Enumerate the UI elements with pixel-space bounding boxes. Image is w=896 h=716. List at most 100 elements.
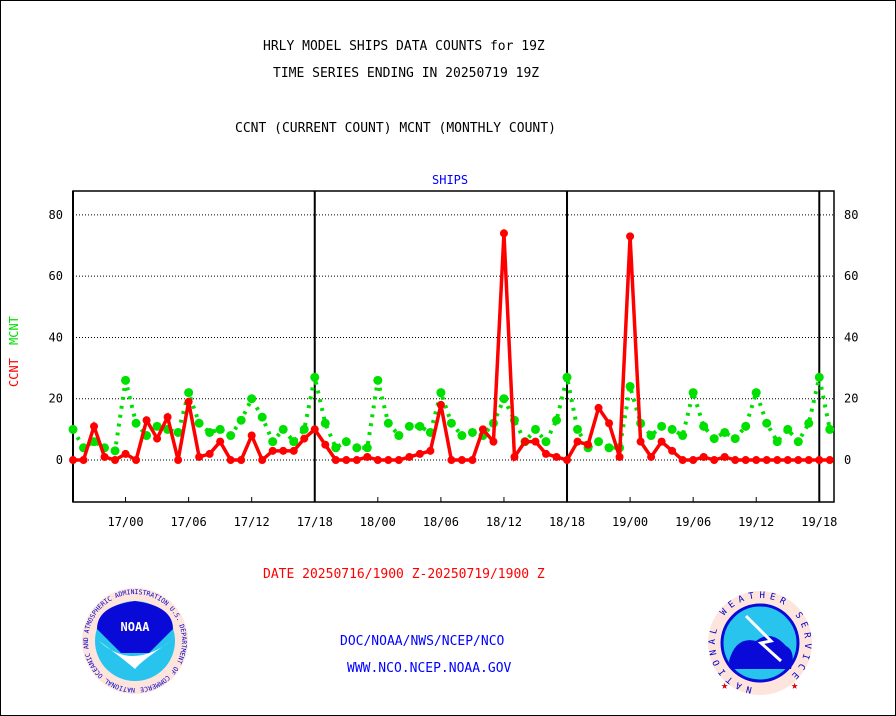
point-mcnt (667, 424, 677, 434)
point-mcnt (741, 421, 751, 431)
point-ccnt (216, 437, 225, 446)
point-mcnt (573, 424, 583, 434)
point-ccnt (237, 456, 246, 465)
point-ccnt (647, 452, 656, 461)
point-ccnt (615, 452, 624, 461)
point-ccnt (804, 456, 813, 465)
point-mcnt (68, 424, 78, 434)
point-ccnt (394, 456, 403, 465)
point-ccnt (69, 456, 77, 465)
xtick-label: 18/00 (360, 515, 396, 529)
noaa-logo: NOAA NATIONAL OCEANIC AND ATMOSPHERIC AD… (82, 588, 188, 694)
xtick-label: 17/18 (297, 515, 333, 529)
point-mcnt (625, 381, 635, 391)
point-mcnt (594, 437, 604, 447)
nws-logo: NATIONAL WEATHER SERVICE ★ ★ (708, 591, 812, 695)
point-ccnt (678, 456, 687, 465)
xtick-label: 19/06 (675, 515, 711, 529)
point-mcnt (110, 446, 120, 456)
point-ccnt (300, 434, 309, 443)
nws-star-icon: ★ (721, 678, 728, 692)
point-ccnt (331, 456, 340, 465)
point-mcnt (552, 415, 562, 425)
point-ccnt (636, 437, 645, 446)
point-ccnt (552, 452, 561, 461)
point-ccnt (142, 416, 151, 425)
point-ccnt (478, 425, 487, 434)
footer-url[interactable]: WWW.NCO.NCEP.NOAA.GOV (347, 661, 512, 676)
point-ccnt (699, 452, 708, 461)
x-axis-label: DATE 20250716/1900 Z-20250719/1900 Z (263, 567, 545, 582)
footer-org: DOC/NOAA/NWS/NCEP/NCO (340, 634, 505, 649)
xtick-label: 19/00 (612, 515, 648, 529)
xtick-label: 18/12 (486, 515, 522, 529)
point-ccnt (594, 403, 603, 412)
ytick-left: 0 (56, 453, 63, 467)
point-ccnt (195, 452, 204, 461)
point-mcnt (257, 412, 267, 422)
point-mcnt (404, 421, 414, 431)
point-mcnt (173, 427, 183, 437)
point-ccnt (468, 456, 477, 465)
point-mcnt (362, 443, 372, 453)
point-ccnt (531, 437, 540, 446)
point-ccnt (499, 229, 508, 238)
point-ccnt (153, 434, 162, 443)
point-ccnt (731, 456, 740, 465)
ytick-right: 40 (844, 330, 858, 344)
point-mcnt (247, 394, 257, 404)
xtick-label: 19/18 (801, 515, 837, 529)
point-ccnt (510, 452, 519, 461)
point-mcnt (657, 421, 667, 431)
point-mcnt (825, 424, 835, 434)
point-ccnt (584, 440, 593, 449)
point-mcnt (320, 418, 330, 428)
point-ccnt (762, 456, 771, 465)
ytick-left: 40 (49, 330, 63, 344)
point-mcnt (194, 418, 204, 428)
point-mcnt (236, 415, 246, 425)
point-mcnt (184, 388, 194, 398)
point-mcnt (730, 434, 740, 444)
point-mcnt (604, 443, 614, 453)
point-ccnt (184, 397, 193, 406)
point-ccnt (363, 452, 372, 461)
point-ccnt (373, 456, 382, 465)
point-ccnt (174, 456, 183, 465)
point-mcnt (646, 431, 656, 441)
point-mcnt (331, 443, 341, 453)
point-mcnt (446, 418, 456, 428)
point-mcnt (226, 431, 236, 441)
xtick-label: 18/06 (423, 515, 459, 529)
point-ccnt (247, 431, 256, 440)
point-ccnt (205, 449, 214, 458)
point-ccnt (563, 456, 572, 465)
point-mcnt (373, 375, 383, 385)
point-ccnt (689, 456, 698, 465)
point-mcnt (793, 437, 803, 447)
point-ccnt (289, 446, 298, 455)
point-ccnt (657, 437, 666, 446)
point-mcnt (268, 437, 278, 447)
point-mcnt (678, 431, 688, 441)
point-mcnt (299, 424, 309, 434)
point-ccnt (710, 456, 719, 465)
point-mcnt (751, 388, 761, 398)
point-ccnt (783, 456, 792, 465)
point-ccnt (626, 232, 635, 241)
point-mcnt (699, 421, 709, 431)
point-ccnt (426, 446, 435, 455)
point-mcnt (131, 418, 141, 428)
point-ccnt (310, 425, 319, 434)
xtick-label: 17/06 (171, 515, 207, 529)
point-ccnt (720, 452, 729, 461)
chart-title-line2: TIME SERIES ENDING IN 20250719 19Z (273, 66, 540, 81)
point-ccnt (436, 400, 445, 409)
point-ccnt (121, 449, 130, 458)
point-ccnt (321, 440, 330, 449)
point-ccnt (520, 437, 529, 446)
xtick-label: 19/12 (738, 515, 774, 529)
point-mcnt (383, 418, 393, 428)
